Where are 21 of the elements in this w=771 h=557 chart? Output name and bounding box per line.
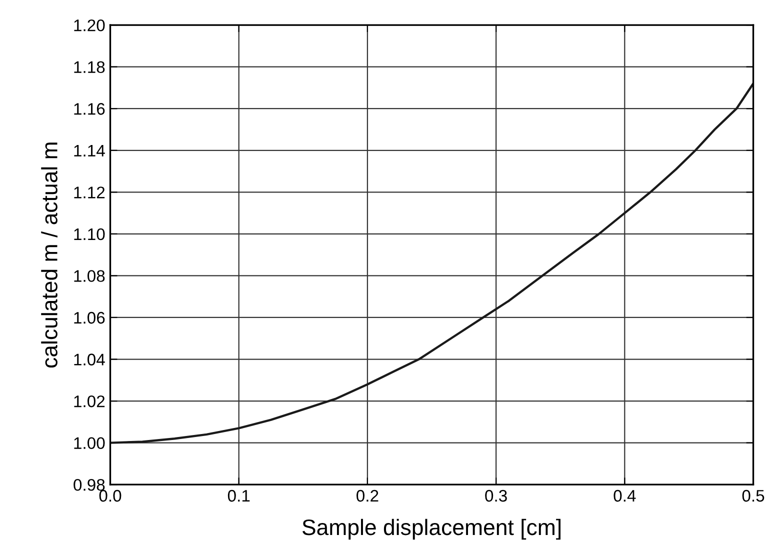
y-tick-label: 1.16 [74, 103, 105, 115]
x-tick-label: 0.0 [99, 490, 122, 502]
x-tick-label: 0.4 [614, 490, 636, 502]
y-tick-label: 1.20 [74, 19, 105, 32]
x-tick-label: 0.1 [228, 490, 250, 502]
x-tick-label: 0.3 [485, 490, 507, 502]
y-tick-label: 1.00 [74, 437, 105, 450]
x-axis-title: Sample displacement [cm] [302, 518, 560, 540]
x-tick-label: 0.2 [356, 490, 378, 502]
y-tick-label: 1.06 [74, 312, 105, 324]
y-tick-label: 1.10 [74, 228, 105, 240]
y-tick-label: 0.98 [74, 478, 105, 491]
y-tick-label: 1.12 [74, 186, 105, 198]
y-tick-label: 1.02 [74, 395, 105, 408]
y-tick-label: 1.08 [74, 270, 105, 282]
y-tick-label: 1.04 [74, 354, 105, 366]
y-tick-label: 1.18 [74, 61, 105, 74]
y-axis-title: calculated m / actual m [41, 142, 58, 368]
line-series [110, 82, 754, 444]
y-tick-label: 1.14 [74, 144, 105, 156]
x-tick-label: 0.5 [742, 490, 764, 502]
